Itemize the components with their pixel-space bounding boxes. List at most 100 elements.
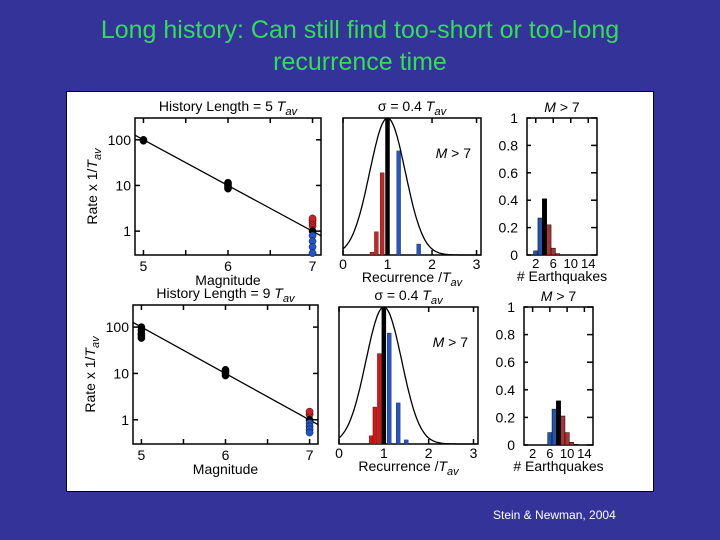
histogram-bar (396, 402, 401, 445)
y-tick-label: 0 (507, 437, 515, 453)
y-tick-label: 1 (510, 110, 518, 126)
y-tick-label: 0 (510, 247, 518, 263)
gaussian-curve (342, 117, 481, 256)
x-tick-label: 10 (560, 446, 574, 461)
data-point (308, 214, 317, 223)
y-tick-label: 0.4 (496, 382, 516, 398)
histogram-bar (560, 415, 566, 446)
x-axis-label: # Earthquakes (513, 458, 603, 474)
y-axis-label: Rate x 1/Tav (84, 147, 104, 225)
x-tick-label: 6 (224, 258, 232, 274)
x-tick-label: 6 (222, 447, 230, 463)
histogram-bar (555, 253, 561, 256)
x-tick-label: 3 (473, 256, 481, 272)
data-point (224, 178, 232, 187)
x-tick-label: 0 (339, 256, 347, 272)
histogram-bar (396, 150, 401, 256)
histogram-bar (387, 332, 392, 445)
x-tick-label: 14 (581, 256, 595, 271)
y-tick-label: 100 (106, 319, 130, 335)
x-tick-label: 1 (380, 445, 388, 461)
y-tick-label: 0.2 (499, 220, 519, 236)
histogram-bar (546, 224, 552, 256)
y-tick-label: 0.2 (496, 409, 516, 425)
x-tick-label: 0 (335, 445, 343, 461)
x-tick-label: 5 (140, 258, 148, 274)
histogram-bar (369, 435, 374, 445)
x-axis-label: Magnitude (195, 272, 261, 288)
data-point (308, 249, 317, 257)
x-tick-label: 3 (470, 445, 478, 461)
histogram-bar (372, 406, 378, 445)
y-tick-label: 0.6 (499, 165, 519, 181)
plot-frame (526, 117, 598, 256)
histogram-bar (551, 408, 557, 446)
histogram-bar (537, 217, 543, 256)
slide-title: Long history: Can still find too-short o… (0, 14, 720, 78)
x-axis-label: Recurrence /Tav (362, 269, 464, 289)
chart-title: M > 7 (544, 99, 580, 115)
x-tick-label: 7 (306, 447, 314, 463)
x-tick-label: 7 (309, 258, 317, 274)
chart-count-bottom: M > 7 0 0.2 0.4 0.6 0.8 1 2 6 10 14# Earthquakes (496, 288, 604, 474)
x-tick-label: 6 (550, 256, 557, 271)
histogram-bar (377, 353, 382, 445)
slide-title-line1: Long history: Can still find too-short o… (100, 16, 620, 44)
data-point (305, 407, 314, 416)
x-tick-label: 5 (138, 447, 146, 463)
histogram-bar (564, 432, 570, 446)
x-tick-label: 2 (425, 445, 433, 461)
x-tick-label: 1 (384, 256, 392, 272)
citation: Stein & Newman, 2004 (493, 508, 616, 522)
y-tick-label: 0.6 (496, 354, 516, 370)
annotation-m-gt-7: M > 7 (436, 145, 472, 161)
histogram-bar (573, 444, 579, 446)
y-tick-label: 1 (123, 223, 131, 239)
chart-title: σ = 0.4 Tav (374, 287, 444, 307)
plot-frame (342, 117, 482, 256)
chart-rate-top: History Length = 5 Tav 1 10 100 5 6 7 Magnitude… (84, 98, 322, 288)
slide-title-line2: recurrence time (273, 48, 447, 76)
x-tick-label: 10 (564, 256, 578, 271)
y-tick-label: 1 (121, 412, 129, 428)
x-axis-label: Recurrence /Tav (358, 458, 460, 478)
chart-title: History Length = 9 Tav (156, 285, 296, 305)
y-tick-label: 1 (507, 299, 515, 315)
x-axis-label: Magnitude (193, 461, 259, 477)
data-point (221, 365, 230, 374)
chart-recurrence-top: σ = 0.4 Tav 0 1 2 3 Recurrence /Tav M > 7 (339, 98, 482, 289)
chart-rate-bottom: History Length = 9 Tav 1 10 100 5 6 7 Magnitude… (82, 285, 319, 477)
histogram-bar (533, 250, 539, 256)
x-axis-label: # Earthquakes (517, 268, 607, 284)
y-tick-label: 0.4 (499, 192, 519, 208)
annotation-m-gt-7: M > 7 (433, 334, 469, 350)
x-tick-label: 2 (529, 446, 536, 461)
y-axis-label: Rate x 1/Tav (82, 335, 102, 413)
x-tick-label: 14 (577, 446, 591, 461)
chart-count-top: M > 7 0 0.2 0.4 0.6 0.8 1 2 6 10 14# Earthquakes (499, 99, 608, 284)
y-tick-label: 0.8 (499, 137, 519, 153)
histogram-bar (556, 400, 561, 446)
histogram-bar (569, 441, 574, 446)
y-tick-label: 10 (115, 177, 131, 193)
histogram-bar (416, 243, 421, 256)
histogram-bar (374, 231, 379, 256)
y-tick-label: 100 (108, 132, 132, 148)
x-tick-label: 2 (428, 256, 436, 272)
y-tick-label: 10 (113, 365, 129, 381)
x-tick-label: 2 (532, 256, 539, 271)
chart-title: σ = 0.4 Tav (378, 98, 448, 118)
gaussian-curve (338, 306, 478, 445)
histogram-bar (369, 252, 375, 256)
data-point (137, 334, 146, 342)
data-point (139, 135, 148, 144)
histogram-bar (542, 198, 547, 256)
data-point (305, 428, 314, 437)
histogram-bar (550, 247, 556, 256)
histogram-bar (404, 439, 409, 445)
chart-recurrence-bottom: σ = 0.4 Tav 0 1 2 3 Recurrence /Tav M > 7 (335, 287, 479, 478)
x-tick-label: 6 (546, 446, 553, 461)
histogram-bar (547, 432, 553, 446)
histogram-bar (380, 172, 385, 256)
